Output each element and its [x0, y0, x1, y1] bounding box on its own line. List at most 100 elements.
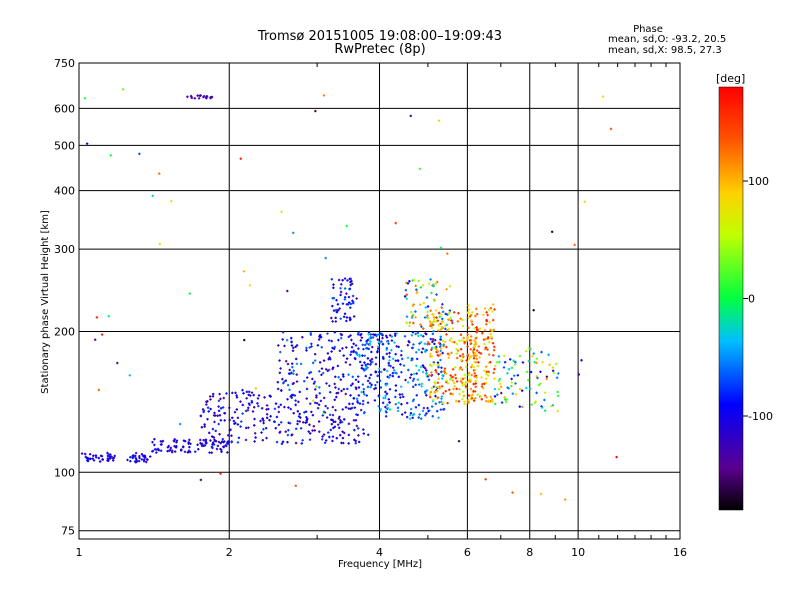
data-point: [390, 335, 393, 338]
data-point: [426, 406, 429, 410]
data-point: [498, 360, 501, 364]
data-point: [357, 440, 361, 444]
data-point: [395, 372, 398, 375]
data-point: [503, 354, 506, 357]
data-point: [318, 361, 322, 364]
data-point: [173, 450, 177, 453]
data-point: [349, 318, 352, 321]
data-point: [341, 347, 344, 350]
data-point: [459, 348, 463, 351]
data-point: [213, 411, 216, 415]
data-point: [450, 319, 453, 322]
data-point: [481, 331, 484, 335]
data-point: [429, 395, 432, 399]
data-point: [315, 396, 318, 399]
data-point: [291, 393, 295, 397]
data-point: [349, 394, 352, 397]
data-point: [329, 391, 332, 394]
y-tick-label: 750: [54, 57, 75, 70]
data-point: [267, 407, 270, 411]
data-point: [331, 418, 334, 422]
data-point: [492, 349, 496, 352]
data-point: [351, 302, 355, 305]
data-point: [467, 304, 470, 307]
data-point: [246, 408, 250, 412]
data-point: [288, 368, 291, 372]
data-point: [459, 380, 463, 383]
data-point: [199, 94, 202, 97]
data-point: [420, 351, 423, 354]
data-point: [332, 283, 335, 286]
data-point: [471, 349, 475, 353]
data-point: [347, 373, 350, 376]
data-point: [216, 444, 220, 448]
data-point: [430, 291, 433, 295]
data-point: [319, 333, 322, 337]
data-point: [535, 375, 538, 378]
data-point: [426, 310, 429, 314]
data-point: [429, 322, 432, 325]
data-point: [475, 307, 478, 311]
data-point: [212, 392, 215, 396]
data-point: [385, 336, 389, 339]
data-point: [439, 349, 442, 353]
data-point: [247, 393, 250, 396]
data-point: [440, 370, 443, 374]
data-point: [360, 366, 363, 370]
data-point: [461, 384, 464, 387]
data-point: [456, 356, 459, 360]
data-point: [441, 321, 444, 324]
data-point: [410, 316, 414, 319]
data-point: [281, 331, 285, 334]
data-point: [229, 428, 232, 431]
data-point: [498, 377, 502, 381]
data-point: [250, 391, 254, 394]
data-point: [525, 370, 529, 373]
data-point: [250, 401, 254, 404]
data-point: [253, 432, 257, 435]
data-point: [344, 406, 348, 409]
data-point: [223, 411, 226, 415]
data-point: [381, 401, 385, 405]
data-point: [328, 413, 332, 416]
data-point: [116, 361, 119, 365]
data-point: [387, 342, 390, 345]
data-point: [262, 421, 265, 425]
data-point: [208, 395, 212, 398]
data-point: [443, 340, 447, 344]
data-point: [97, 388, 101, 392]
data-point: [452, 381, 456, 385]
data-point: [472, 382, 475, 386]
data-point: [435, 293, 438, 296]
data-point: [330, 350, 333, 353]
x-tick-label: 10: [571, 546, 585, 559]
data-point: [388, 373, 392, 377]
data-point: [371, 345, 374, 349]
data-point: [222, 396, 225, 400]
data-point: [480, 376, 483, 379]
data-point: [476, 328, 479, 332]
data-point: [196, 94, 199, 97]
data-point: [493, 308, 496, 311]
data-point: [397, 375, 400, 379]
data-point: [294, 357, 298, 361]
data-point: [349, 334, 352, 337]
data-point: [461, 390, 465, 393]
data-point: [178, 422, 182, 426]
data-point: [411, 304, 415, 308]
data-point: [556, 394, 560, 398]
data-point: [285, 338, 289, 342]
data-point: [476, 393, 479, 396]
data-point: [405, 401, 409, 405]
data-point: [175, 441, 178, 444]
data-point: [113, 454, 116, 458]
data-point: [106, 457, 110, 460]
data-point: [423, 342, 427, 345]
data-point: [417, 403, 421, 407]
data-point: [493, 377, 496, 380]
data-point: [157, 449, 161, 452]
data-point: [457, 312, 460, 315]
data-point: [437, 363, 441, 367]
data-point: [385, 382, 389, 386]
data-point: [531, 354, 534, 358]
